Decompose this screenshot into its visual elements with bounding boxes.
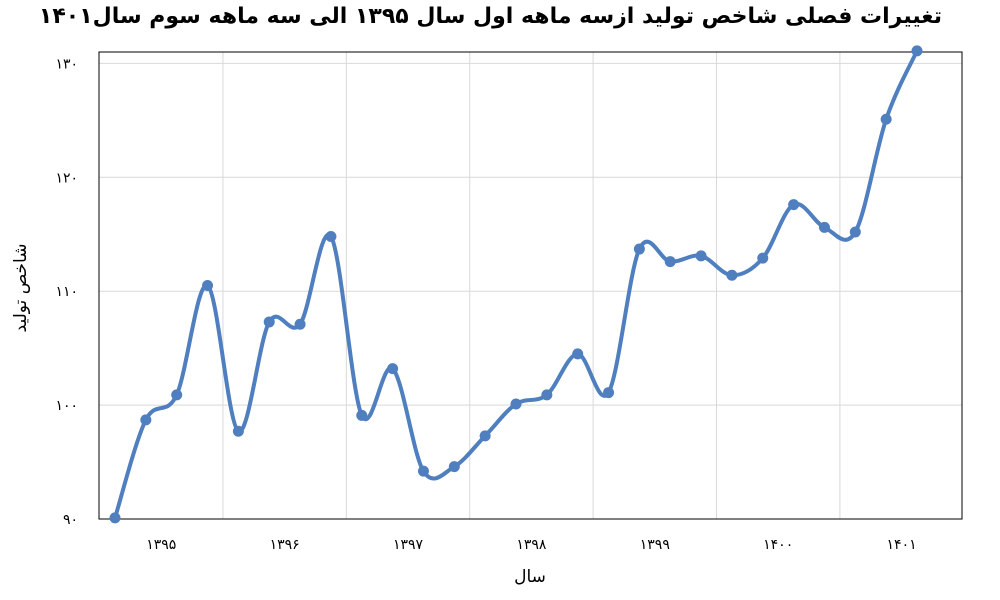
x-tick-label: ۱۳۹۶ — [270, 537, 300, 553]
plot-frame — [98, 51, 963, 520]
y-tick-label: ۱۱۰ — [55, 284, 78, 300]
x-tick-label: ۱۴۰۱ — [887, 537, 917, 553]
data-point — [726, 269, 738, 281]
chart-title: تغییرات فصلی شاخص تولید ازسه ماهه اول سا… — [38, 4, 942, 29]
data-point — [572, 348, 584, 360]
y-tick-label: ۱۰۰ — [55, 398, 78, 414]
y-tick-label: ۱۲۰ — [55, 170, 78, 186]
data-point — [510, 398, 522, 410]
y-tick-labels: ۹۰ ۱۰۰ ۱۱۰ ۱۲۰ ۱۳۰ — [55, 56, 78, 528]
data-point — [109, 512, 121, 524]
x-tick-label: ۱۳۹۹ — [640, 537, 670, 553]
data-point — [541, 389, 553, 401]
data-point — [263, 316, 275, 328]
data-point — [387, 363, 399, 375]
data-point — [448, 461, 460, 473]
data-point — [757, 252, 769, 264]
data-point — [140, 414, 152, 426]
x-tick-label: ۱۳۹۸ — [516, 537, 547, 553]
x-axis-label: سال — [514, 567, 546, 587]
data-point — [479, 430, 491, 442]
x-tick-label: ۱۴۰۰ — [763, 537, 793, 553]
y-axis-label: شاخص تولید — [11, 244, 31, 333]
data-point — [417, 465, 429, 477]
data-point — [818, 221, 830, 233]
data-points — [109, 45, 923, 524]
data-point — [633, 243, 645, 255]
y-tick-label: ۹۰ — [63, 512, 78, 528]
data-point — [325, 231, 337, 243]
data-point — [232, 425, 244, 437]
data-point — [603, 387, 615, 399]
data-point — [911, 45, 923, 57]
data-point — [356, 409, 368, 421]
data-point — [695, 250, 707, 262]
x-tick-labels: ۱۳۹۵ ۱۳۹۶ ۱۳۹۷ ۱۳۹۸ ۱۳۹۹ ۱۴۰۰ ۱۴۰۱ — [146, 537, 916, 553]
data-point — [849, 226, 861, 238]
gridlines — [99, 52, 962, 520]
series-line — [113, 48, 919, 520]
data-point — [880, 113, 892, 125]
data-point — [171, 389, 183, 401]
x-tick-label: ۱۳۹۵ — [146, 537, 176, 553]
y-tick-label: ۱۳۰ — [55, 56, 78, 72]
data-point — [664, 256, 676, 268]
data-point — [294, 318, 306, 330]
data-point — [202, 280, 214, 291]
x-tick-label: ۱۳۹۷ — [393, 537, 424, 553]
data-point — [788, 199, 800, 211]
